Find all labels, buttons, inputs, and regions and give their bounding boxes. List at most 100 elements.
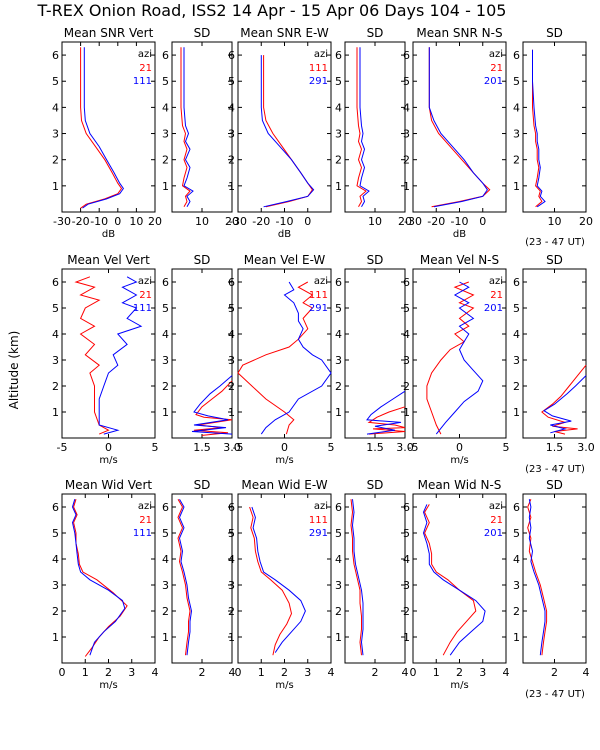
series-line-111 (178, 498, 193, 656)
y-tick-label: 3 (513, 354, 520, 367)
x-tick-label: -30 (229, 215, 247, 228)
y-tick-label: 4 (403, 553, 410, 566)
y-tick-label: 2 (335, 605, 342, 618)
time-note-row3: (23 - 47 UT) (525, 689, 585, 700)
y-tick-label: 2 (228, 380, 235, 393)
x-tick-label: -5 (233, 441, 244, 454)
series-line-21 (74, 276, 110, 435)
x-axis-label: m/s (99, 680, 117, 691)
y-tick-label: 2 (403, 605, 410, 618)
x-tick-label: 0 (235, 666, 242, 679)
y-tick-label: 6 (335, 276, 342, 289)
plot-frame (344, 41, 406, 213)
y-tick-label: 1 (335, 180, 342, 193)
y-tick-label: 5 (403, 75, 410, 88)
series-line-291 (260, 55, 315, 208)
series-line-21 (532, 49, 543, 208)
y-tick-label: 1 (52, 631, 59, 644)
x-tick-label: 5 (152, 441, 159, 454)
x-tick-label: 4 (583, 666, 590, 679)
y-tick-label: 2 (335, 380, 342, 393)
y-tick-label: 5 (403, 302, 410, 315)
x-tick-label: 20 (398, 215, 412, 228)
legend-heading: azi (138, 276, 152, 287)
x-axis-label: m/s (275, 455, 293, 466)
y-tick-label: 5 (513, 75, 520, 88)
y-tick-label: 2 (335, 154, 342, 167)
y-tick-label: 3 (403, 128, 410, 141)
panel-9: Mean Vel E-W 1 2 3 4 5 6 -5 0 5 m/s azi 111 291 (228, 253, 335, 466)
y-tick-label: 3 (513, 128, 520, 141)
y-tick-label: 4 (162, 328, 169, 341)
series-line-201 (435, 281, 484, 435)
x-tick-label: -20 (427, 215, 445, 228)
y-tick-label: 1 (228, 406, 235, 419)
x-tick-label: 4 (402, 666, 409, 679)
y-tick-label: 1 (403, 180, 410, 193)
y-tick-label: 3 (335, 354, 342, 367)
x-tick-label: 0 (410, 666, 417, 679)
y-tick-label: 4 (228, 101, 235, 114)
panel-7: Mean Vel Vert 1 2 3 4 5 6 -5 0 5 m/s azi 21 111 (52, 253, 159, 466)
y-tick-label: 1 (52, 180, 59, 193)
series-line-291 (366, 390, 406, 435)
x-tick-label: 0 (59, 666, 66, 679)
panel-title: SD (367, 253, 384, 267)
x-axis-label: dB (102, 229, 115, 240)
y-tick-label: 6 (52, 49, 59, 62)
y-tick-label: 2 (228, 605, 235, 618)
x-tick-label: 2 (199, 666, 206, 679)
y-tick-label: 1 (228, 180, 235, 193)
x-tick-label: -20 (252, 215, 270, 228)
x-axis-label: m/s (99, 455, 117, 466)
x-axis-label: m/s (450, 680, 468, 691)
x-tick-label: 0 (281, 441, 288, 454)
series-line-111 (356, 47, 367, 208)
y-tick-label: 6 (403, 501, 410, 514)
y-tick-label: 5 (52, 75, 59, 88)
x-tick-label: 0 (456, 441, 463, 454)
x-tick-label: 2 (551, 666, 558, 679)
legend-entry: 291 (309, 303, 328, 314)
y-tick-label: 6 (52, 501, 59, 514)
panel-title: Mean Vel Vert (67, 253, 150, 267)
panel-5: Mean SNR N-S 1 2 3 4 5 6 -30 -20 -10 0 dB azi 21 201 (403, 26, 507, 240)
y-tick-label: 1 (403, 631, 410, 644)
series-line-21 (541, 364, 587, 435)
series-line-111 (82, 47, 125, 209)
panel-12: SD 1 2 3 4 5 6 1.5 3.0 (513, 253, 595, 454)
y-tick-label: 1 (513, 631, 520, 644)
y-tick-label: 4 (52, 328, 59, 341)
panel-title: SD (546, 253, 563, 267)
y-tick-label: 1 (335, 406, 342, 419)
y-tick-label: 6 (228, 501, 235, 514)
panel-3: Mean SNR E-W 1 2 3 4 5 6 -30 -20 -10 0 dB azi 111 291 (228, 26, 332, 240)
y-tick-label: 4 (403, 101, 410, 114)
y-tick-label: 1 (335, 631, 342, 644)
plot-frame (344, 268, 406, 439)
y-tick-label: 5 (335, 75, 342, 88)
y-tick-label: 1 (162, 406, 169, 419)
y-tick-label: 5 (52, 302, 59, 315)
x-tick-label: 5 (328, 441, 335, 454)
y-tick-label: 5 (228, 75, 235, 88)
legend-entry: 201 (484, 76, 503, 87)
y-tick-label: 4 (228, 328, 235, 341)
series-line-111 (249, 506, 293, 656)
x-tick-label: 1 (433, 666, 440, 679)
x-tick-label: 0 (479, 215, 486, 228)
series-line-201 (543, 375, 587, 434)
x-tick-label: 1.5 (193, 441, 211, 454)
x-tick-label: 3.0 (577, 441, 595, 454)
legend-entry: 21 (490, 290, 503, 301)
series-line-201 (422, 504, 486, 656)
x-tick-label: 10 (368, 215, 382, 228)
legend-heading: azi (489, 276, 503, 287)
y-tick-label: 6 (513, 49, 520, 62)
y-tick-label: 4 (162, 553, 169, 566)
x-axis-label: m/s (450, 455, 468, 466)
x-tick-label: 3 (479, 666, 486, 679)
x-axis-label: dB (278, 229, 291, 240)
y-tick-label: 4 (335, 328, 342, 341)
